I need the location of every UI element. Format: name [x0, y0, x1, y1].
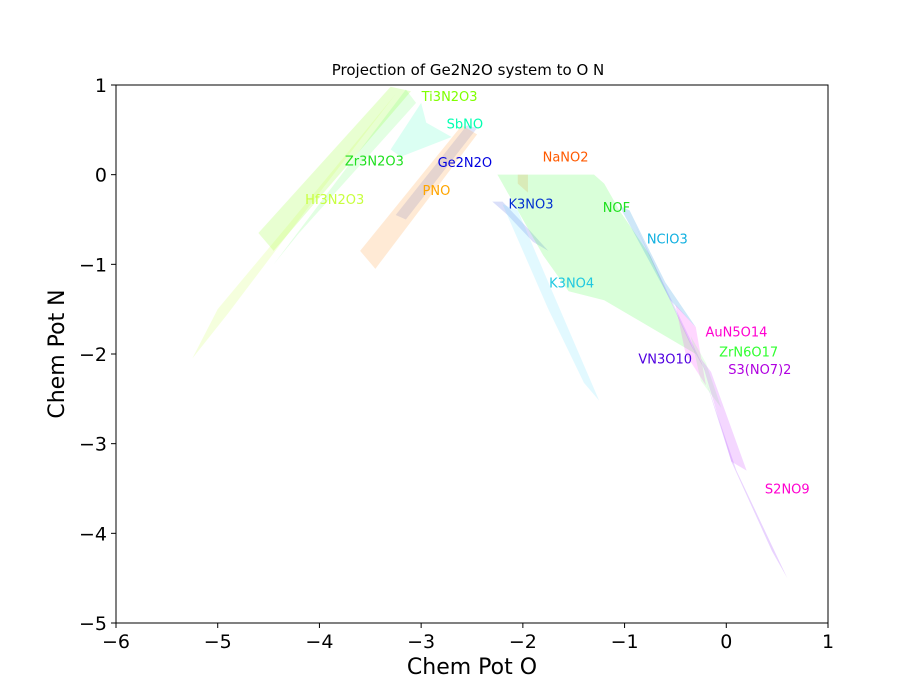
- phase-label-hf3n2o3: Hf3N2O3: [305, 193, 364, 208]
- phase-label-ti3n2o3: Ti3N2O3: [421, 90, 478, 105]
- phase-label-k3no4: K3NO4: [549, 276, 594, 291]
- phase-regions: [192, 86, 788, 579]
- phase-region-pno: [360, 125, 478, 269]
- phase-region-zrn6o17: [690, 336, 722, 408]
- chart-title: Projection of Ge2N2O system to O N: [332, 61, 605, 79]
- phase-labels: Ti3N2O3 Hf3N2O3 Zr3N2O3 SbNO Ge2N2O PNO NaNO2 K…: [305, 90, 810, 498]
- phase-label-zrn6o17: ZrN6O17: [719, 345, 778, 360]
- phase-region-k3no3: [492, 201, 549, 251]
- y-tick-label: −2: [79, 344, 107, 366]
- phase-label-zr3n2o3: Zr3N2O3: [345, 154, 404, 169]
- phase-label-nano2: NaNO2: [543, 151, 589, 166]
- x-tick-label: −2: [509, 631, 537, 653]
- phase-region-nano2: [517, 174, 528, 193]
- x-tick-label: −3: [407, 631, 435, 653]
- x-tick-label: 1: [822, 631, 834, 653]
- phase-region-ti3n2o3: [258, 86, 411, 251]
- phase-region-aun5o14: [675, 304, 706, 386]
- phase-region-ge2n2o: [395, 125, 478, 220]
- x-axis-label: Chem Pot O: [407, 655, 537, 680]
- phase-region-nof: [497, 174, 696, 354]
- x-tick-label: −5: [204, 631, 232, 653]
- x-tick-label: −4: [305, 631, 333, 653]
- phase-label-aun5o14: AuN5O14: [706, 326, 768, 341]
- phase-label-pno: PNO: [423, 184, 451, 199]
- x-tick-label: −6: [102, 631, 130, 653]
- phase-region-s3-no7-2: [700, 358, 747, 471]
- phase-region-hf3n2o3: [192, 93, 396, 359]
- phase-region-vn3o10: [634, 223, 706, 372]
- y-tick-label: −3: [79, 434, 107, 456]
- phase-label-k3no3: K3NO3: [508, 197, 553, 212]
- phase-label-s2no9: S2NO9: [765, 483, 810, 498]
- x-tick-label: −1: [611, 631, 639, 653]
- y-tick-label: 0: [95, 165, 107, 187]
- y-tick-label: 1: [95, 75, 107, 97]
- phase-label-s3-no7-2: S3(NO7)2: [728, 363, 791, 378]
- phase-label-nof: NOF: [603, 201, 630, 216]
- phase-region-sbno: [390, 102, 452, 157]
- phase-label-ge2n2o: Ge2N2O: [438, 156, 493, 171]
- x-tick-label: 0: [720, 631, 732, 653]
- y-tick-label: −4: [79, 523, 107, 545]
- phase-region-k3no4: [502, 204, 600, 401]
- x-axis: −6 −5 −4 −3 −2 −1 0 1: [102, 623, 834, 653]
- y-axis-label: Chem Pot N: [45, 289, 70, 418]
- phase-region-zr3n2o3: [273, 89, 417, 265]
- phase-label-sbno: SbNO: [447, 118, 483, 133]
- y-axis: −5 −4 −3 −2 −1 0 1: [79, 75, 116, 635]
- y-tick-label: −5: [79, 613, 107, 635]
- phase-region-nclo3: [619, 206, 696, 328]
- y-tick-label: −1: [79, 254, 107, 276]
- phase-label-vn3o10: VN3O10: [638, 352, 692, 367]
- phase-label-nclo3: NClO3: [647, 232, 688, 247]
